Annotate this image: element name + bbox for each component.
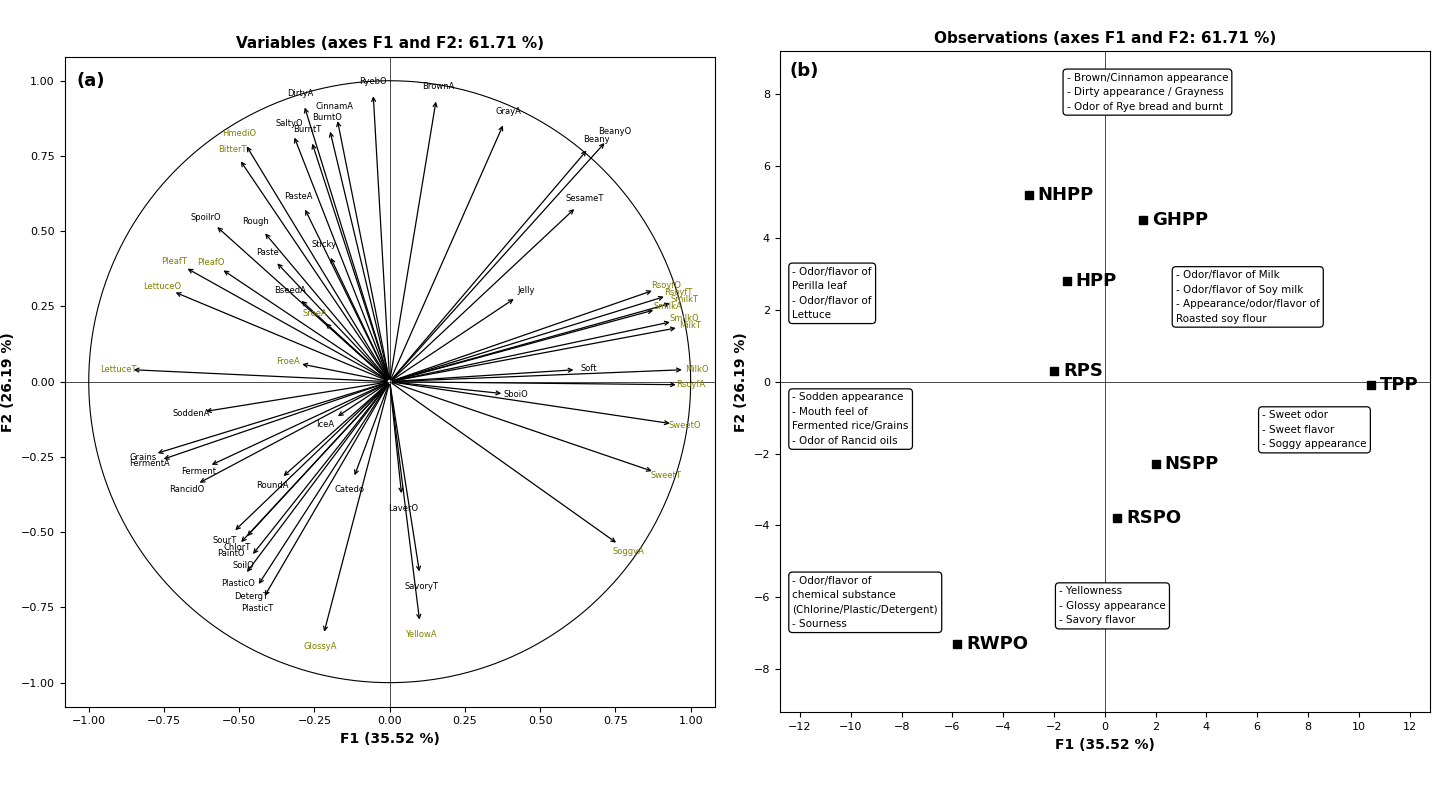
Text: RsoyfO: RsoyfO (651, 282, 681, 290)
Text: SavoryT: SavoryT (405, 582, 438, 591)
Text: Jelly: Jelly (517, 286, 535, 295)
Text: CinnamA: CinnamA (316, 102, 354, 111)
Title: Observations (axes F1 and F2: 61.71 %): Observations (axes F1 and F2: 61.71 %) (934, 31, 1276, 46)
Text: IceA: IceA (316, 420, 335, 429)
Text: RoundA: RoundA (256, 482, 289, 490)
Text: RyebO: RyebO (359, 77, 387, 86)
Text: Sticky: Sticky (312, 240, 336, 249)
Text: - Odor/flavor of Milk
- Odor/flavor of Soy milk
- Appearance/odor/flavor of
Roas: - Odor/flavor of Milk - Odor/flavor of S… (1175, 270, 1319, 323)
Text: Rough: Rough (243, 217, 269, 227)
Text: - Odor/flavor of
chemical substance
(Chlorine/Plastic/Detergent)
- Sourness: - Odor/flavor of chemical substance (Chl… (792, 576, 938, 629)
Text: SmilkO: SmilkO (670, 315, 700, 323)
Text: PasteA: PasteA (285, 192, 313, 201)
Text: SweetO: SweetO (668, 421, 701, 430)
Text: FermentA: FermentA (129, 460, 170, 468)
Title: Variables (axes F1 and F2: 61.71 %): Variables (axes F1 and F2: 61.71 %) (236, 36, 543, 51)
Text: Soft: Soft (581, 364, 596, 373)
X-axis label: F1 (35.52 %): F1 (35.52 %) (339, 732, 440, 746)
Y-axis label: F2 (26.19 %): F2 (26.19 %) (734, 332, 749, 431)
Text: DirtyA: DirtyA (287, 89, 313, 98)
Text: SoilO: SoilO (233, 561, 254, 571)
Text: SmilkT: SmilkT (670, 295, 698, 304)
Text: BurntT: BurntT (293, 125, 322, 134)
Text: HPP: HPP (1075, 272, 1117, 290)
Text: SweetT: SweetT (651, 471, 681, 480)
Text: TPP: TPP (1381, 376, 1418, 394)
Text: BrownA: BrownA (422, 83, 454, 91)
Text: BitterT: BitterT (218, 145, 247, 153)
Text: HmediO: HmediO (221, 129, 256, 139)
Text: PlasticT: PlasticT (241, 604, 273, 613)
Text: SoggyA: SoggyA (612, 547, 644, 556)
Text: LettuceO: LettuceO (142, 283, 181, 291)
Text: GHPP: GHPP (1152, 211, 1209, 229)
Text: RancidO: RancidO (168, 485, 204, 494)
Text: RsoyfA: RsoyfA (675, 380, 706, 390)
Text: Grains: Grains (129, 453, 157, 462)
Text: BeanyO: BeanyO (598, 127, 631, 136)
Text: RsoyfT: RsoyfT (664, 288, 693, 297)
Text: FroeA: FroeA (276, 357, 299, 366)
Text: - Sodden appearance
- Mouth feel of
Fermented rice/Grains
- Odor of Rancid oils: - Sodden appearance - Mouth feel of Ferm… (792, 393, 908, 445)
Text: SaltyO: SaltyO (276, 119, 303, 128)
Text: PleafO: PleafO (197, 257, 226, 267)
Text: - Yellowness
- Glossy appearance
- Savory flavor: - Yellowness - Glossy appearance - Savor… (1059, 586, 1165, 626)
Text: Catedo: Catedo (335, 485, 365, 493)
Text: SesameT: SesameT (566, 194, 605, 203)
Text: PaintO: PaintO (217, 549, 244, 557)
Text: RSPO: RSPO (1127, 509, 1181, 527)
Text: SroeA: SroeA (302, 309, 328, 318)
Text: RWPO: RWPO (967, 635, 1029, 653)
Text: SmilkA: SmilkA (654, 301, 683, 311)
Text: GlossyA: GlossyA (303, 641, 338, 651)
Text: (a): (a) (76, 72, 105, 90)
Text: MilkT: MilkT (680, 321, 701, 330)
Text: - Brown/Cinnamon appearance
- Dirty appearance / Grayness
- Odor of Rye bread an: - Brown/Cinnamon appearance - Dirty appe… (1066, 72, 1229, 112)
Y-axis label: F2 (26.19 %): F2 (26.19 %) (1, 332, 16, 431)
Text: NHPP: NHPP (1038, 186, 1094, 204)
Text: YellowA: YellowA (405, 630, 437, 639)
Text: PlasticO: PlasticO (221, 579, 254, 589)
Text: NSPP: NSPP (1164, 456, 1219, 473)
Text: (b): (b) (790, 62, 819, 80)
Text: - Sweet odor
- Sweet flavor
- Soggy appearance: - Sweet odor - Sweet flavor - Soggy appe… (1262, 411, 1367, 449)
Text: Beany: Beany (583, 135, 609, 144)
Text: ChlorT: ChlorT (223, 542, 250, 552)
Text: SboiO: SboiO (503, 390, 529, 400)
Text: RPS: RPS (1063, 362, 1102, 380)
Text: Paste: Paste (256, 248, 279, 257)
Text: MilkO: MilkO (685, 364, 708, 374)
Text: SoddenA: SoddenA (172, 409, 210, 418)
Text: PleafT: PleafT (161, 257, 187, 266)
Text: BurntO: BurntO (312, 113, 342, 122)
Text: LettuceT: LettuceT (101, 364, 137, 374)
Text: SpoilrO: SpoilrO (191, 212, 221, 222)
Text: LaverO: LaverO (388, 504, 418, 512)
Text: SourT: SourT (213, 536, 237, 545)
Text: - Odor/flavor of
Perilla leaf
- Odor/flavor of
Lettuce: - Odor/flavor of Perilla leaf - Odor/fla… (792, 267, 872, 320)
Text: DetergT: DetergT (234, 592, 267, 601)
X-axis label: F1 (35.52 %): F1 (35.52 %) (1055, 737, 1155, 752)
Text: Ferment: Ferment (181, 467, 216, 475)
Text: GrayA: GrayA (496, 107, 522, 116)
Text: BseedA: BseedA (274, 286, 306, 295)
